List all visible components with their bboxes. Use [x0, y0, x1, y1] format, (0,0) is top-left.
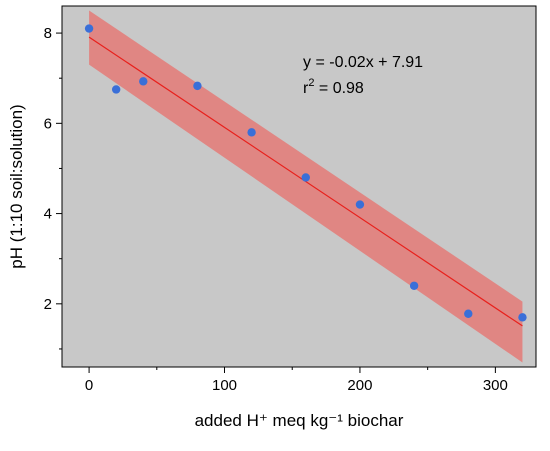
- data-point: [193, 81, 202, 91]
- data-point: [84, 24, 94, 33]
- r-squared-superscript: 2: [308, 77, 314, 89]
- y-axis-title: pH (1:10 soil:solution): [7, 104, 26, 268]
- x-axis-title: added H⁺ meq kg⁻¹ biochar: [195, 411, 404, 430]
- data-point: [518, 313, 527, 322]
- plot-frame: [61, 5, 537, 368]
- confidence-band: [89, 10, 523, 363]
- x-tick-label: 200: [347, 377, 372, 394]
- y-tick-label: 4: [44, 206, 52, 223]
- x-tick-label: 100: [212, 377, 237, 394]
- y-axis: 2 4 6 8: [44, 25, 62, 350]
- r-squared-value: = 0.98: [314, 80, 363, 97]
- data-point: [464, 309, 473, 318]
- x-axis: 0 100 200 300: [85, 367, 508, 394]
- data-point: [355, 200, 365, 209]
- x-tick-label: 0: [85, 377, 93, 394]
- y-tick-label: 8: [44, 25, 52, 42]
- data-point: [139, 77, 148, 86]
- data-point: [301, 173, 310, 182]
- regression-equation: y = -0.02x + 7.91: [303, 54, 423, 71]
- confidence-band-layer: [89, 10, 523, 363]
- data-points-layer: [84, 24, 527, 322]
- r-squared-label: r2 = 0.98: [303, 77, 364, 97]
- x-tick-label: 300: [483, 377, 508, 394]
- y-tick-label: 2: [44, 296, 52, 313]
- data-point: [111, 85, 121, 94]
- y-tick-label: 6: [44, 115, 52, 132]
- r-squared-prefix: r: [303, 80, 309, 97]
- data-point: [409, 281, 419, 290]
- data-point: [247, 128, 256, 137]
